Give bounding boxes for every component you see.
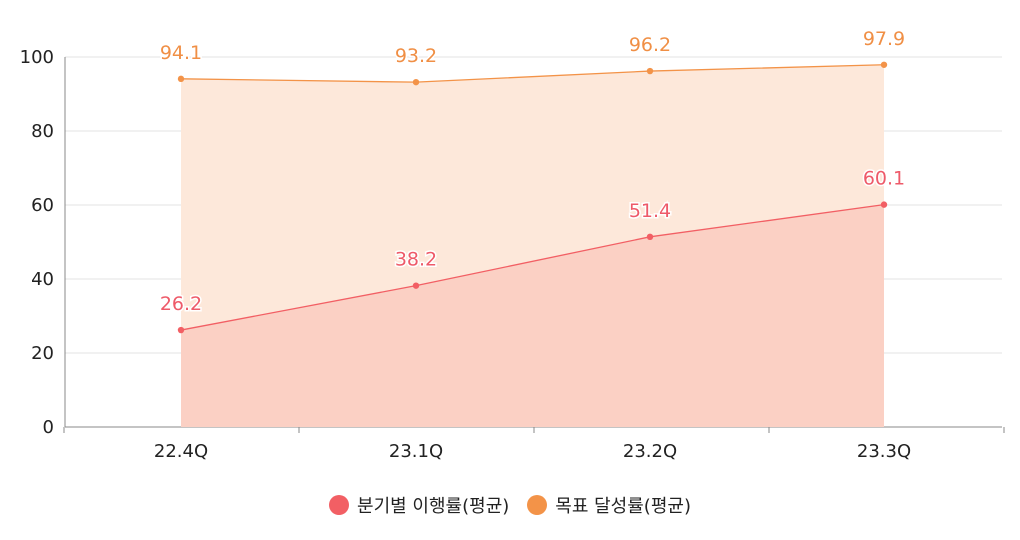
data-label: 51.4 — [629, 200, 671, 222]
y-tick-label: 60 — [31, 195, 54, 216]
data-point — [177, 75, 185, 83]
data-label: 97.9 — [863, 28, 905, 50]
x-tick-label: 23.1Q — [389, 441, 443, 462]
data-label: 38.2 — [395, 249, 437, 271]
x-tick-label: 23.3Q — [857, 441, 911, 462]
series-line — [180, 64, 885, 83]
legend-swatch-target — [527, 495, 548, 515]
data-label: 60.1 — [863, 168, 905, 190]
data-point — [412, 78, 420, 86]
y-tick-label: 100 — [20, 47, 54, 68]
legend-label-target: 목표 달성률(평균) — [555, 496, 691, 517]
data-label: 96.2 — [629, 34, 671, 56]
data-point — [646, 233, 654, 241]
legend-swatch-completion — [329, 495, 350, 515]
legend-item-target[interactable]: 목표 달성률(평균) — [527, 492, 691, 518]
x-tick-label: 23.2Q — [623, 441, 677, 462]
data-point — [177, 326, 185, 334]
y-tick-label: 0 — [43, 417, 54, 438]
legend-item-completion[interactable]: 분기별 이행률(평균) — [329, 492, 509, 518]
data-label: 26.2 — [160, 293, 202, 315]
legend: 분기별 이행률(평균) 목표 달성률(평균) — [0, 492, 1020, 518]
data-label: 94.1 — [160, 42, 202, 64]
data-label: 93.2 — [395, 45, 437, 67]
data-point — [880, 201, 888, 208]
series-area — [181, 204, 884, 427]
area-chart: 0 20 40 60 80 100 22.4Q 23.1Q 23.2Q 23.3Q 94.1 93.2… — [20, 26, 1005, 462]
y-tick-label: 80 — [31, 121, 54, 142]
series-line — [180, 203, 885, 331]
x-tick-label: 22.4Q — [154, 441, 208, 462]
y-tick-label: 20 — [31, 343, 54, 364]
legend-label-completion: 분기별 이행률(평균) — [357, 496, 510, 517]
y-tick-label: 40 — [31, 269, 54, 290]
data-point — [646, 67, 654, 75]
data-point — [412, 282, 420, 289]
data-point — [880, 61, 888, 68]
